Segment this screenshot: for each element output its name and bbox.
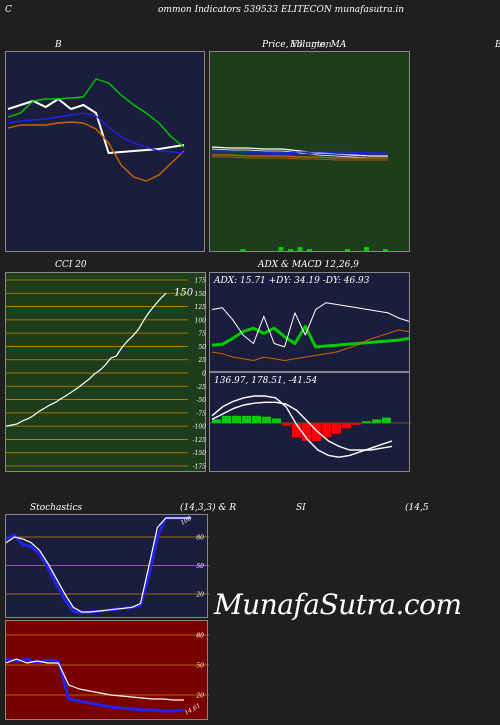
stoch-params: (14,3,3) & R: [180, 503, 237, 513]
price-line-shadow-1: [212, 152, 388, 156]
rsi-line-RSI: [6, 657, 185, 713]
volume-bar: [278, 247, 284, 251]
cci-tick-label: 125: [195, 304, 207, 311]
cci-tick-label: -125: [193, 437, 207, 444]
adx-line-ADX: [211, 325, 410, 349]
cci-tick-label: 0: [202, 371, 206, 378]
cci-tick-label: 75: [198, 331, 206, 338]
adx-line--DY: [211, 329, 410, 361]
macd-histogram-bar: [322, 423, 331, 438]
cci-tick-label: -25: [196, 384, 206, 391]
adx-label: ADX: 15.71 +DY: 34.19 -DY: 46.93: [214, 276, 370, 286]
price-title: Price, Volume, MA: [262, 40, 347, 50]
stoch-tick-label: 20: [195, 592, 204, 599]
stoch-tick-label: 50: [196, 563, 204, 570]
cci-tick-label: -100: [193, 424, 207, 431]
price-line-2: [212, 154, 388, 159]
cci-line: [6, 292, 167, 427]
price-line-shadow-2: [212, 156, 388, 161]
macd-panel: 136.97, 178.51, -41.54: [209, 372, 411, 472]
stoch-panel: 80 50 20 100: [5, 514, 209, 618]
stoch-value-label: 100: [180, 515, 194, 527]
cci-title: CCI 20: [55, 260, 87, 270]
macd-histogram-bar: [332, 423, 341, 434]
price-chart: [211, 146, 388, 251]
macd-histogram-bar: [212, 419, 221, 423]
macd-label: 136.97, 178.51, -41.54: [214, 376, 318, 386]
macd-histogram-bar: [352, 423, 361, 425]
stoch-chart: 80 50 20 100: [6, 515, 209, 615]
macd-histogram-bar: [272, 418, 281, 423]
macd-histogram-bar: [232, 415, 241, 423]
macd-histogram-bar: [382, 417, 391, 423]
rsi-chart: 80 50 20 14.61: [6, 633, 209, 717]
rsi-value-label: 14.61: [184, 702, 202, 717]
rsi-tick-label: 80: [196, 633, 204, 640]
rsi-tick-label: 50: [196, 663, 204, 670]
watermark: MunafaSutra.com: [214, 588, 462, 621]
rsi-params: (14,5: [405, 503, 429, 513]
rsi-tick-label: 20: [195, 693, 204, 700]
volume-bar: [383, 249, 388, 251]
price-line-1: [212, 150, 388, 154]
volume-bar: [364, 247, 369, 251]
stoch-title: Stochastics: [30, 503, 83, 513]
macd-histogram-bar: [342, 423, 351, 429]
volume-bar: [307, 249, 312, 251]
bollinger-line-1: [7, 78, 185, 148]
bollinger-title: B: [55, 40, 62, 50]
bollinger-line-3: [7, 112, 185, 154]
macd-histogram-bar: [242, 415, 251, 423]
bollinger-line-0: [7, 98, 185, 154]
macd-histogram-bar: [262, 416, 271, 423]
macd-line-macd: [211, 395, 393, 458]
cci-tick-label: -175: [193, 464, 207, 471]
adx-line-+DY: [211, 302, 410, 348]
macd-line-signal: [211, 401, 393, 451]
price-panel: [209, 51, 410, 252]
price-line-shadow-0: [211, 148, 388, 159]
cci-tick-label: -75: [196, 410, 206, 417]
stoch-line-%D: [6, 517, 191, 613]
macd-chart: [210, 395, 411, 458]
cci-tick-label: 25: [197, 357, 206, 364]
rsi-line-avg: [6, 658, 184, 701]
volume-bar: [240, 249, 246, 251]
volume-bar: [288, 249, 293, 251]
rsi-title: SI: [296, 503, 306, 513]
cci-tick-label: 50: [198, 344, 206, 351]
adx-title: ADX & MACD 12,26,9: [258, 260, 359, 270]
volume-bar: [345, 249, 350, 251]
macd-histogram-bar: [252, 415, 261, 423]
stoch-tick-label: 80: [196, 535, 204, 542]
bollinger-panel: [5, 51, 205, 252]
macd-histogram-bar: [222, 415, 231, 423]
rsi-panel: 80 50 20 14.61: [5, 620, 209, 720]
page-header: ommon Indicators 539533 ELITECON munafas…: [158, 5, 405, 15]
adx-panel: ADX: 15.71 +DY: 34.19 -DY: 46.93: [209, 272, 410, 372]
bollinger-chart: [7, 78, 185, 182]
price-title-overlay: Ellington: [290, 40, 332, 50]
left-letter: C: [5, 5, 12, 15]
cci-tick-label: -50: [196, 397, 206, 404]
macd-histogram-bar: [312, 423, 321, 441]
macd-histogram-bar: [282, 423, 291, 426]
macd-histogram-bar: [302, 423, 311, 441]
cci-tick-label: 150: [195, 291, 207, 298]
cci-panel: 175 150 125 100 75 50 25 0 -25 -50 -75 -100 -125 -150…: [5, 272, 206, 472]
cci-tick-label: -150: [193, 450, 207, 457]
bollinger-line-2: [7, 121, 185, 182]
price-line-0: [211, 146, 388, 157]
cci-chart: 1751501251007550250-25-50-75-100-125-150…: [6, 278, 207, 471]
adx-chart: [211, 302, 410, 361]
cci-tick-label: 175: [195, 278, 207, 285]
cci-tick-label: 100: [195, 317, 207, 324]
cci-value-label: 150: [174, 287, 194, 298]
volume-bar: [297, 247, 303, 251]
right-letter: B: [495, 40, 500, 50]
macd-histogram-bar: [372, 419, 381, 423]
macd-histogram-bar: [292, 423, 301, 438]
macd-histogram-bar: [362, 421, 371, 423]
